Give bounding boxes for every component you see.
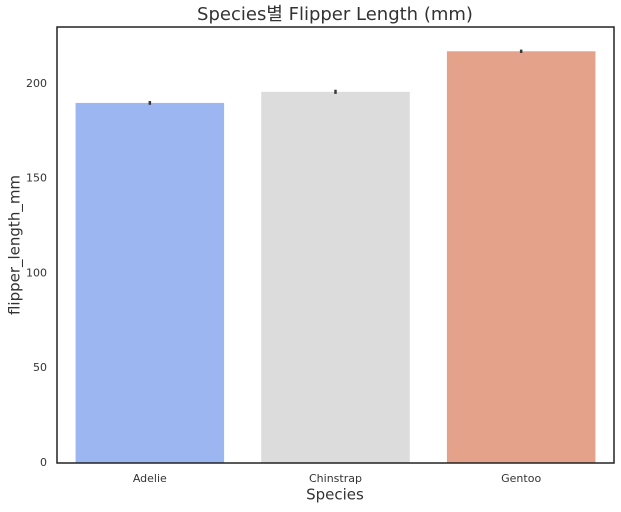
y-tick-label: 150 [26, 172, 47, 185]
chart-title: Species별 Flipper Length (mm) [197, 4, 473, 25]
x-axis-label: Species [306, 486, 364, 504]
y-tick-label: 50 [33, 361, 47, 374]
y-tick-label: 100 [26, 266, 47, 279]
x-tick-label: Adelie [133, 472, 167, 485]
y-tick-label: 0 [40, 456, 47, 469]
x-tick-label: Gentoo [501, 472, 541, 485]
bar [446, 51, 596, 464]
bar [261, 91, 410, 463]
y-axis-label: flipper_length_mm [6, 175, 25, 315]
y-tick-label: 200 [26, 77, 47, 90]
bar [75, 102, 225, 463]
plot-frame [56, 26, 615, 464]
x-tick-label: Chinstrap [309, 472, 362, 485]
